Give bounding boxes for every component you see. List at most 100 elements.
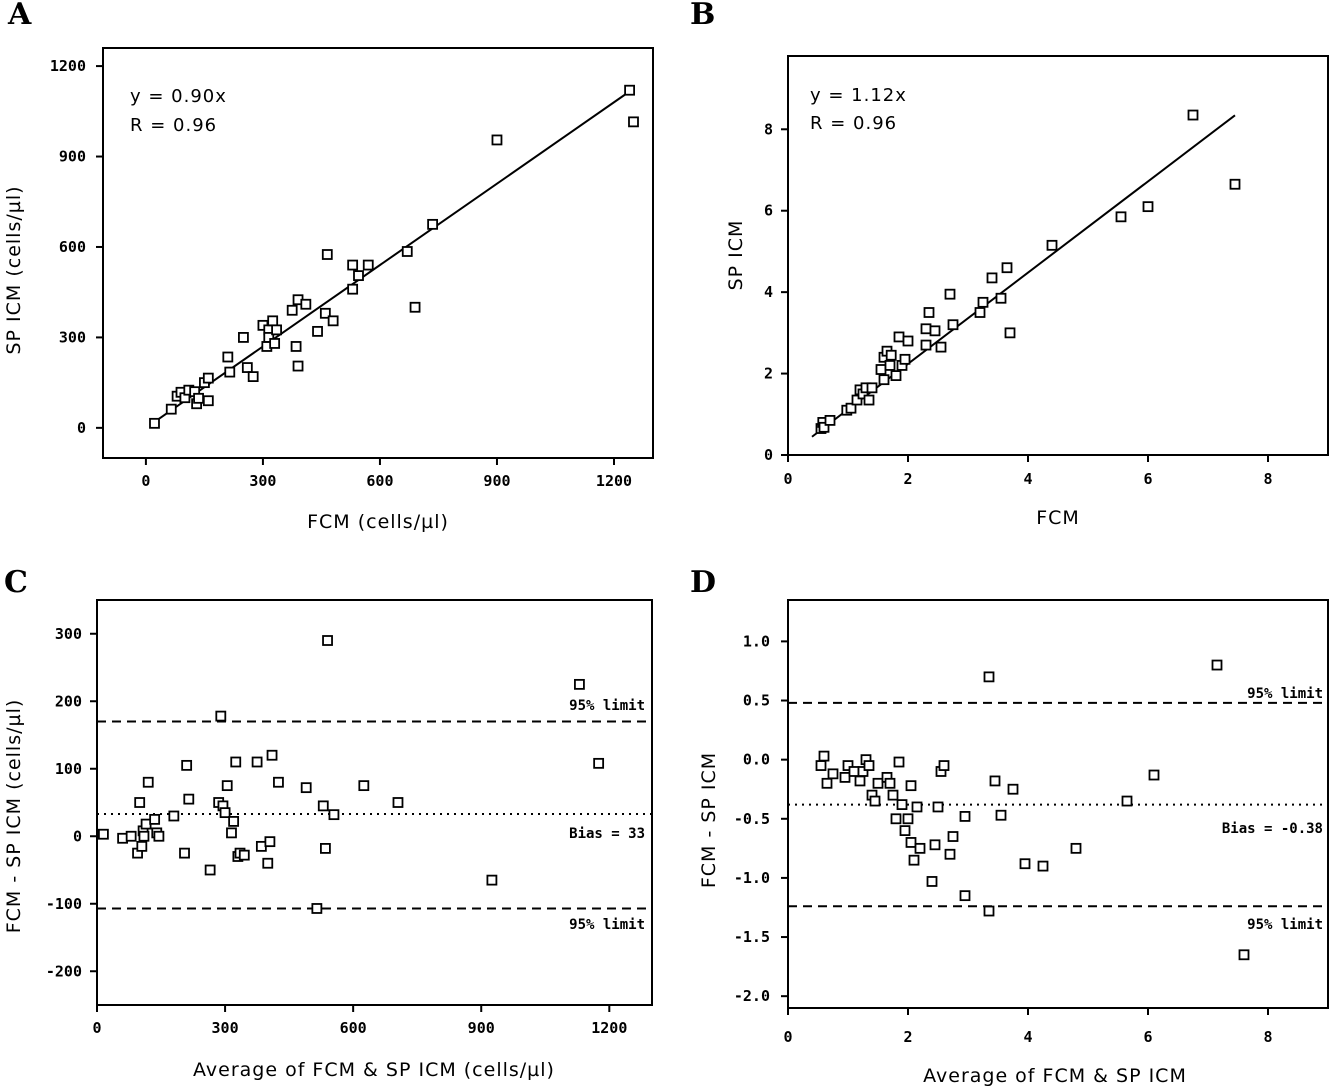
panel-b-data-point (893, 331, 905, 343)
panel-d-frame (787, 599, 1329, 1009)
panel-a-data-point (202, 395, 214, 407)
panel-d-data-point (947, 831, 959, 842)
panel-c-frame (96, 599, 653, 1006)
panel-c-ylabel: FCM - SP ICM (cells/µl) (3, 699, 25, 934)
panel-d-xtick-label: 2 (903, 1028, 912, 1046)
panel-d-data-point (869, 795, 881, 807)
panel-a-data-point (165, 403, 177, 415)
panel-c-data-point (179, 847, 190, 859)
panel-b-data-point (878, 374, 890, 386)
panel-b-data-point (863, 394, 875, 406)
panel-c-data-point (574, 678, 585, 690)
panel-b-xtick-label: 6 (1143, 470, 1152, 488)
panel-c-data-point (392, 797, 404, 808)
panel-a-ytick-label: 1200 (50, 57, 86, 75)
panel-b-data-point (920, 339, 932, 351)
panel-d-data-point (1148, 769, 1160, 781)
panel-d-data-point (1070, 842, 1082, 854)
panel-c-xtick-label: 900 (468, 1019, 495, 1037)
panel-d-data-point (959, 811, 971, 822)
panel-b-correlation: R = 0.96 (810, 113, 897, 134)
panel-c-data-point (136, 840, 148, 852)
panel-b-xlabel: FCM (1036, 507, 1080, 529)
panel-b-data-point (1001, 262, 1013, 274)
panel-d-data-point (995, 809, 1007, 821)
panel-d-bias-label: Bias = -0.38 (1222, 821, 1323, 837)
panel-a-data-point (347, 259, 359, 271)
panel-c-data-point (98, 828, 109, 840)
panel-d-data-point (929, 839, 941, 851)
panel-b-data-point (885, 349, 897, 361)
panel-d-data-point (899, 825, 911, 837)
panel-a-data-point (401, 246, 413, 257)
panel-letter-d: D (690, 565, 716, 600)
panel-d-data-point (914, 842, 926, 854)
panel-c-data-point (215, 710, 227, 722)
panel-b-ytick-label: 6 (764, 202, 773, 220)
panel-d-data-point (926, 876, 938, 887)
panel-c-data-point (125, 830, 137, 842)
panel-b-ylabel: SP ICM (725, 220, 747, 291)
panel-b-data-point (1115, 211, 1127, 223)
panel-letter-a: A (7, 0, 32, 32)
panel-d-data-point (911, 801, 923, 813)
panel-c-data-point (221, 780, 233, 792)
panel-a-data-point (286, 304, 298, 316)
panel-b-xtick-label: 2 (903, 470, 912, 488)
panel-b-data-point (884, 360, 896, 371)
panel-d-xtick-label: 6 (1143, 1028, 1152, 1046)
panel-a-data-point (149, 417, 160, 429)
panel-d-data-point (827, 768, 839, 780)
panel-b-plot: 0 2 4 6 8 0 2 4 6 8 FCM SP ICM (725, 55, 1329, 529)
panel-c-lower-limit-label: 95% limit (569, 917, 645, 933)
panel-a-data-point (222, 351, 234, 363)
panel-d-xtick-label: 4 (1023, 1028, 1032, 1046)
panel-b-data-point (845, 402, 857, 414)
panel-b-data-point (935, 341, 947, 353)
panel-b-data-point (974, 307, 986, 318)
panel-d-data-point (863, 760, 875, 771)
panel-d-data-point (839, 771, 851, 783)
panel-d-data-point (905, 837, 917, 848)
panel-a-data-point (362, 259, 374, 271)
panel-a-data-point (247, 371, 259, 383)
panel-d-data-point (1238, 949, 1250, 961)
panel-b-data-point (923, 307, 935, 318)
panel-b-data-point (1229, 178, 1241, 190)
panel-c-data-point (134, 797, 146, 808)
panel-d-data-point (896, 799, 908, 810)
panel-a-data-point (193, 392, 204, 404)
panel-c-data-point (273, 776, 284, 788)
panel-b-xtick-label: 8 (1263, 470, 1272, 488)
panel-a-xtick-label: 1200 (596, 472, 632, 490)
panel-b-ytick-label: 2 (764, 365, 773, 383)
panel-a-data-point (271, 324, 282, 336)
panel-d-data-point (893, 756, 905, 768)
panel-b-xtick-label: 0 (783, 470, 792, 488)
panel-c-plot: 0 300 600 900 1200 -200 -100 0 100 200 300 Average … (3, 599, 653, 1081)
panel-a-data-point (263, 332, 275, 343)
panel-c-data-point (266, 749, 278, 761)
panel-c-data-point (181, 759, 193, 771)
panel-c-data-point (311, 903, 323, 914)
panel-b-data-point (890, 370, 902, 382)
panel-a-plot: 0 300 600 900 1200 0 300 600 900 1200 FCM (cells/µ… (3, 47, 654, 533)
panel-a-frame (102, 47, 654, 459)
panel-a-data-point (409, 301, 421, 313)
panel-b-data-point (977, 296, 989, 308)
panel-d-data-point (887, 789, 899, 801)
panel-b-data-point (995, 292, 1007, 304)
panel-d-data-point (857, 766, 869, 777)
panel-c-data-point (317, 800, 329, 812)
panel-d-data-point (821, 777, 833, 789)
panel-a-equation: y = 0.90x (130, 86, 227, 107)
panel-b-equation: y = 1.12x (810, 85, 907, 106)
panel-c-data-point (593, 757, 605, 769)
panel-d-data-point (983, 905, 995, 917)
panel-c-data-point (230, 756, 242, 768)
panel-a-ytick-label: 600 (59, 238, 86, 256)
panel-c-upper-limit-label: 95% limit (569, 698, 645, 714)
panel-a-data-point (267, 315, 279, 327)
panel-a-data-point (353, 270, 364, 282)
panel-a-xtick-label: 600 (366, 472, 393, 490)
